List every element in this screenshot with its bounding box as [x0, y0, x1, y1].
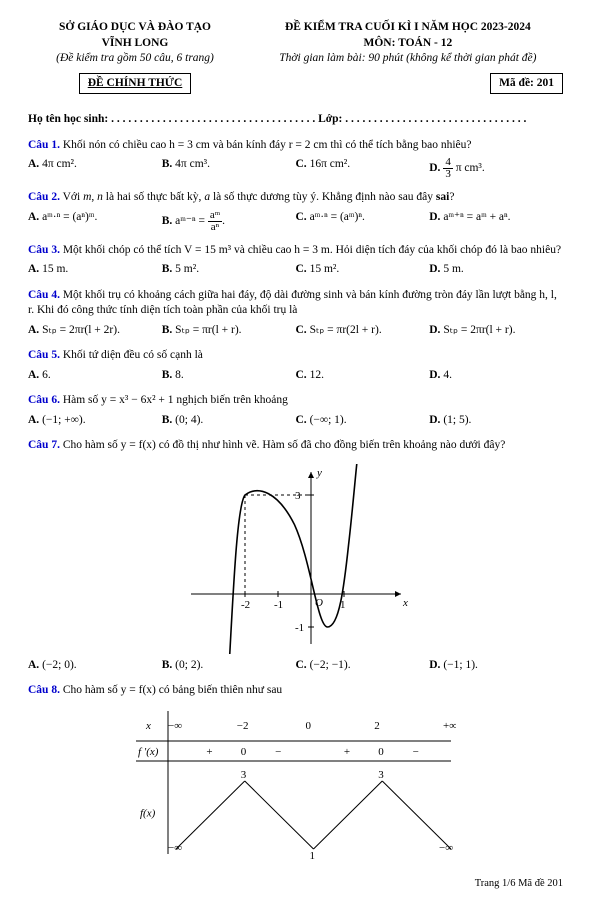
q3-B: 5 m². — [175, 263, 199, 275]
q7-C: (−2; −1). — [310, 659, 351, 671]
question-8: Câu 8. Cho hàm số y = f(x) có bảng biến … — [28, 683, 563, 699]
svg-text:−2: −2 — [236, 720, 248, 732]
q6-B: (0; 4). — [175, 414, 203, 426]
q7-A: (−2; 0). — [42, 659, 77, 671]
header-left: SỞ GIÁO DỤC VÀ ĐÀO TẠO VĨNH LONG (Đề kiể… — [28, 20, 242, 94]
q8-label: Câu 8. — [28, 684, 60, 696]
q6-label: Câu 6. — [28, 394, 60, 406]
q3-label: Câu 3. — [28, 244, 60, 256]
q6-text: Hàm số y = x³ − 6x² + 1 nghịch biến trên… — [63, 394, 288, 406]
svg-text:0: 0 — [240, 746, 246, 758]
q1-label: Câu 1. — [28, 139, 60, 151]
tinh-label: VĨNH LONG — [28, 36, 242, 52]
svg-text:x: x — [402, 597, 408, 609]
q2-B-frac: aᵐ aⁿ — [208, 210, 222, 233]
q5-text: Khối tứ diện đều có số cạnh là — [63, 349, 203, 361]
q5-C: 12. — [310, 369, 324, 381]
exam-title: ĐỀ KIỂM TRA CUỐI KÌ I NĂM HỌC 2023-2024 — [253, 20, 563, 36]
q1-D: π cm³. — [456, 162, 485, 174]
svg-text:f(x): f(x) — [140, 807, 156, 819]
question-3: Câu 3. Một khối chóp có thể tích V = 15 … — [28, 243, 563, 278]
q4-A: Sₜₚ = 2πr(l + 2r). — [42, 324, 120, 336]
question-2: Câu 2. Với m, n là hai số thực bất kỳ, a… — [28, 190, 563, 233]
q1-C: 16π cm². — [310, 158, 351, 170]
q2-label: Câu 2. — [28, 191, 60, 203]
q2-B-pre: aᵐ⁻ⁿ = — [175, 215, 208, 227]
q3-D: 5 m. — [443, 263, 463, 275]
made-box: Mã đề: 201 — [490, 73, 563, 95]
hoten-line: Họ tên học sinh: . . . . . . . . . . . .… — [28, 112, 563, 128]
q2-text: Với m, n là hai số thực bất kỳ, a là số … — [63, 191, 455, 203]
question-5: Câu 5. Khối tứ diện đều có số cạnh là A.… — [28, 348, 563, 383]
svg-text:+∞: +∞ — [443, 720, 456, 732]
svg-text:0: 0 — [305, 720, 311, 732]
svg-text:+: + — [206, 746, 212, 758]
svg-text:+: + — [343, 746, 349, 758]
page-footer: Trang 1/6 Mã đề 201 — [28, 877, 563, 891]
chinhthuc-box: ĐỀ CHÍNH THỨC — [79, 73, 192, 95]
q6-D: (1; 5). — [443, 414, 471, 426]
q5-B: 8. — [175, 369, 184, 381]
svg-text:1: 1 — [309, 850, 315, 859]
q7-text: Cho hàm số y = f(x) có đồ thị như hình v… — [63, 439, 505, 451]
svg-text:0: 0 — [378, 746, 384, 758]
exam-mon: MÔN: TOÁN - 12 — [253, 36, 563, 52]
q5-D: 4. — [443, 369, 452, 381]
q7-B: (0; 2). — [175, 659, 203, 671]
q4-B: Sₜₚ = πr(l + r). — [175, 324, 241, 336]
header: SỞ GIÁO DỤC VÀ ĐÀO TẠO VĨNH LONG (Đề kiể… — [28, 20, 563, 94]
q7-label: Câu 7. — [28, 439, 60, 451]
svg-text:3: 3 — [378, 769, 384, 781]
q7-D: (−1; 1). — [443, 659, 478, 671]
svg-text:−: − — [412, 746, 418, 758]
q4-label: Câu 4. — [28, 289, 60, 301]
q4-text: Một khối trụ có khoảng cách giữa hai đáy… — [28, 289, 557, 317]
q3-text: Một khối chóp có thể tích V = 15 m³ và c… — [63, 244, 561, 256]
svg-text:y: y — [316, 467, 322, 479]
q2-C: aᵐ·ⁿ = (aᵐ)ⁿ. — [310, 211, 365, 223]
q3-C: 15 m². — [310, 263, 340, 275]
q1-D-frac: 4 3 — [443, 157, 453, 180]
so-label: SỞ GIÁO DỤC VÀ ĐÀO TẠO — [28, 20, 242, 36]
svg-text:-1: -1 — [274, 599, 283, 611]
exam-time: Thời gian làm bài: 90 phút (không kể thờ… — [253, 51, 563, 67]
q8-text: Cho hàm số y = f(x) có bảng biến thiên n… — [63, 684, 282, 696]
svg-text:-1: -1 — [295, 622, 304, 634]
q6-A: (−1; +∞). — [42, 414, 86, 426]
q4-D: Sₜₚ = 2πr(l + r). — [443, 324, 515, 336]
graph-c7: xyO-2-11-13 — [181, 464, 411, 654]
q6-C: (−∞; 1). — [310, 414, 347, 426]
question-4: Câu 4. Một khối trụ có khoảng cách giữa … — [28, 288, 563, 339]
q2-D: aᵐ⁺ⁿ = aᵐ + aⁿ. — [443, 211, 510, 223]
q5-A: 6. — [42, 369, 51, 381]
q1-B: 4π cm³. — [175, 158, 210, 170]
svg-text:f ′(x): f ′(x) — [138, 746, 159, 758]
svg-text:3: 3 — [240, 769, 246, 781]
svg-text:-2: -2 — [241, 599, 250, 611]
q2-A: aᵐ·ⁿ = (aⁿ)ᵐ. — [42, 211, 97, 223]
question-6: Câu 6. Hàm số y = x³ − 6x² + 1 nghịch bi… — [28, 393, 563, 428]
q1-A: 4π cm². — [42, 158, 77, 170]
sign-table-c8: xf ′(x)f(x)−∞−202+∞+0−+0−33−∞1−∞ — [136, 709, 456, 859]
q1-text: Khối nón có chiều cao h = 3 cm và bán kí… — [63, 139, 472, 151]
svg-text:x: x — [145, 720, 151, 732]
svg-text:3: 3 — [295, 490, 301, 502]
q4-C: Sₜₚ = πr(2l + r). — [310, 324, 382, 336]
q5-label: Câu 5. — [28, 349, 60, 361]
sub-label: (Đề kiểm tra gồm 50 câu, 6 trang) — [28, 51, 242, 67]
question-7: Câu 7. Cho hàm số y = f(x) có đồ thị như… — [28, 438, 563, 454]
svg-text:−∞: −∞ — [168, 720, 182, 732]
svg-text:2: 2 — [374, 720, 380, 732]
header-right: ĐỀ KIỂM TRA CUỐI KÌ I NĂM HỌC 2023-2024 … — [253, 20, 563, 94]
question-1: Câu 1. Khối nón có chiều cao h = 3 cm và… — [28, 138, 563, 181]
svg-text:−: − — [275, 746, 281, 758]
q3-A: 15 m. — [42, 263, 68, 275]
